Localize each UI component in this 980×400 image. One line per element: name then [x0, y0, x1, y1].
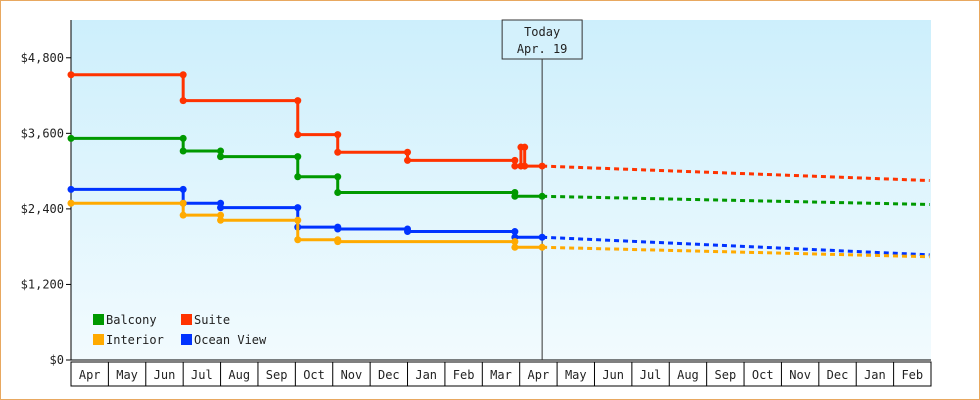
series-point-balcony — [334, 189, 342, 197]
x-tick-label: Aug — [677, 368, 699, 382]
plot-background — [71, 20, 931, 360]
series-point-balcony — [538, 192, 546, 200]
legend-label-balcony: Balcony — [106, 313, 157, 327]
series-point-balcony — [217, 153, 225, 161]
series-point-suite — [521, 162, 529, 170]
x-tick-label: Feb — [453, 368, 475, 382]
series-point-suite — [334, 148, 342, 156]
legend-swatch-ocean-view — [181, 334, 192, 345]
series-point-ocean-view — [404, 228, 412, 236]
x-tick-label: Sep — [715, 368, 737, 382]
series-point-suite — [334, 131, 342, 139]
series-point-balcony — [294, 173, 302, 181]
series-projection-interior — [542, 245, 930, 259]
series-point-suite — [179, 97, 187, 105]
series-point-balcony — [294, 153, 302, 161]
series-point-ocean-view — [294, 204, 302, 212]
series-point-balcony — [217, 147, 225, 155]
series-point-suite — [511, 156, 519, 164]
series-point-interior — [511, 243, 519, 251]
legend-swatch-suite — [181, 314, 192, 325]
series-point-interior — [294, 236, 302, 244]
legend-label-ocean-view: Ocean View — [194, 333, 267, 347]
series-line-ocean-view — [71, 187, 543, 239]
series-point-interior — [179, 211, 187, 219]
y-tick-label: $4,800 — [21, 51, 64, 65]
y-tick-label: $2,400 — [21, 202, 64, 216]
series-point-ocean-view — [334, 225, 342, 233]
legend-label-suite: Suite — [194, 313, 230, 327]
series-point-suite — [538, 162, 546, 170]
today-label: Today — [524, 25, 560, 39]
legend-swatch-balcony — [93, 314, 104, 325]
y-tick-label: $1,200 — [21, 277, 64, 291]
x-tick-label: Jul — [640, 368, 662, 382]
x-tick-label: Jun — [154, 368, 176, 382]
series-point-balcony — [179, 147, 187, 155]
series-point-interior — [334, 238, 342, 246]
x-tick-label: Mar — [490, 368, 512, 382]
x-axis-band — [70, 361, 932, 387]
x-tick-label: Dec — [827, 368, 849, 382]
today-date-label: Apr. 19 — [517, 42, 568, 56]
series-point-interior — [67, 199, 75, 207]
y-tick-label: $0 — [50, 353, 64, 367]
y-tick-label: $3,600 — [21, 126, 64, 140]
series-point-ocean-view — [179, 185, 187, 193]
x-tick-label: Dec — [378, 368, 400, 382]
series-point-balcony — [511, 192, 519, 200]
series-point-ocean-view — [511, 228, 519, 236]
series-point-balcony — [67, 134, 75, 142]
x-tick-label: Oct — [752, 368, 774, 382]
series-point-suite — [294, 97, 302, 105]
series-point-suite — [179, 71, 187, 79]
x-tick-label: Nov — [341, 368, 363, 382]
series-point-suite — [294, 131, 302, 139]
legend-swatch-interior — [93, 334, 104, 345]
x-tick-label: Jul — [191, 368, 213, 382]
series-point-interior — [179, 199, 187, 207]
series-point-interior — [538, 243, 546, 251]
x-tick-label: Jan — [864, 368, 886, 382]
x-tick-label: May — [565, 368, 587, 382]
series-projection-ocean-view — [542, 235, 930, 257]
legend-label-interior: Interior — [106, 333, 164, 347]
series-point-suite — [404, 156, 412, 164]
x-tick-label: Jan — [415, 368, 437, 382]
x-tick-label: Apr — [528, 368, 550, 382]
x-tick-label: Aug — [228, 368, 250, 382]
series-projection-balcony — [542, 194, 930, 206]
today-box — [501, 19, 583, 60]
series-point-balcony — [179, 134, 187, 142]
x-tick-label: Jun — [602, 368, 624, 382]
x-tick-label: Feb — [901, 368, 923, 382]
x-tick-label: Nov — [789, 368, 811, 382]
series-point-suite — [404, 148, 412, 156]
series-point-ocean-view — [217, 204, 225, 212]
series-point-ocean-view — [67, 185, 75, 193]
x-tick-label: Oct — [303, 368, 325, 382]
series-point-suite — [511, 162, 519, 170]
x-tick-label: Apr — [79, 368, 101, 382]
series-point-interior — [294, 216, 302, 224]
series-point-ocean-view — [538, 233, 546, 241]
series-point-interior — [511, 238, 519, 246]
series-point-interior — [217, 211, 225, 219]
x-tick-label: Sep — [266, 368, 288, 382]
x-tick-label: May — [116, 368, 138, 382]
series-point-suite — [67, 71, 75, 79]
series-point-suite — [521, 143, 529, 151]
series-projection-suite — [542, 164, 930, 183]
series-point-balcony — [334, 173, 342, 181]
series-point-interior — [217, 216, 225, 224]
